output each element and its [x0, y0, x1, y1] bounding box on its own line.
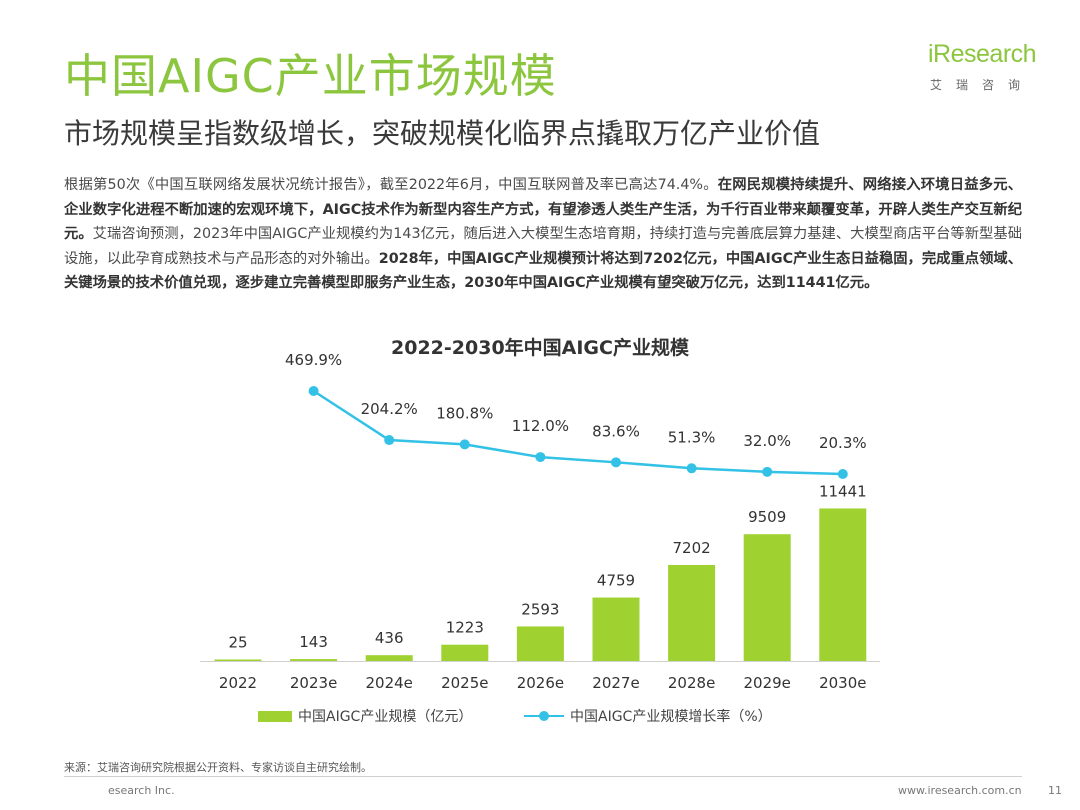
x-tick-2026e: 2026e — [517, 674, 564, 692]
page-number: 11 — [1048, 784, 1062, 797]
x-tick-2025e: 2025e — [441, 674, 488, 692]
x-tick-2023e: 2023e — [290, 674, 337, 692]
bar-2022 — [214, 659, 262, 661]
page-subtitle: 市场规模呈指数级增长，突破规模化临界点撬取万亿产业价值 — [64, 117, 821, 150]
bar-label-2025e: 1223 — [446, 619, 484, 637]
bar-label-2029e: 9509 — [748, 508, 786, 526]
bar-2027e — [592, 597, 640, 661]
bar-label-2026e: 2593 — [521, 600, 559, 618]
paragraph-part-4: 2028年，中国AIGC产业规模预计将达到7202亿元，中国AIGC产业生态日益… — [64, 250, 1022, 292]
bar-2023e — [290, 659, 338, 661]
growth-point-2029e — [762, 466, 773, 477]
logo-wordmark: iResearch — [928, 40, 1037, 68]
x-tick-2030e: 2030e — [819, 674, 866, 692]
bar-label-2023e: 143 — [299, 633, 328, 651]
paragraph-part-1: 根据第50次《中国互联网络发展状况统计报告》，截至2022年6月，中国互联网普及… — [64, 177, 718, 193]
bar-label-2030e: 11441 — [819, 482, 867, 500]
growth-point-2026e — [535, 452, 546, 463]
bar-label-2028e: 7202 — [673, 539, 711, 557]
legend-line-label: 中国AIGC产业规模增长率（%） — [570, 709, 772, 725]
legend-line: 中国AIGC产业规模增长率（%） — [524, 706, 772, 726]
bar-label-2024e: 436 — [375, 629, 404, 647]
x-tick-2029e: 2029e — [743, 674, 790, 692]
legend-bar-label: 中国AIGC产业规模（亿元） — [298, 709, 473, 725]
bar-label-2022: 25 — [228, 634, 247, 652]
growth-label-2026e: 112.0% — [512, 417, 569, 435]
legend-bar-swatch — [258, 710, 292, 722]
growth-label-2023e: 469.9% — [285, 351, 342, 369]
footer-url[interactable]: www.iresearch.com.cn — [898, 784, 1022, 797]
bar-2028e — [668, 564, 716, 661]
bar-2030e — [819, 508, 867, 661]
growth-point-2023e — [308, 386, 319, 396]
growth-label-2029e: 32.0% — [743, 432, 791, 450]
growth-label-2025e: 180.8% — [436, 404, 493, 422]
source-note: 来源：艾瑞咨询研究院根据公开资料、专家访谈自主研究绘制。 — [64, 761, 372, 774]
bar-2024e — [365, 655, 413, 661]
bar-2026e — [516, 626, 564, 661]
x-tick-2024e: 2024e — [365, 674, 412, 692]
footer-copyright: esearch Inc. — [108, 784, 175, 797]
x-tick-2022: 2022 — [219, 674, 257, 692]
iresearch-logo: iResearch 艾瑞咨询 — [928, 38, 1050, 96]
chart-title: 2022-2030年中国AIGC产业规模 — [391, 337, 689, 359]
growth-point-2028e — [686, 463, 697, 474]
legend-line-swatch — [524, 710, 564, 722]
growth-label-2024e: 204.2% — [361, 400, 418, 418]
bar-2025e — [441, 644, 489, 661]
page-title: 中国AIGC产业市场规模 — [64, 49, 557, 103]
bar-2029e — [743, 534, 791, 661]
growth-point-2027e — [611, 457, 621, 468]
growth-point-2024e — [384, 435, 395, 446]
growth-point-2030e — [837, 469, 848, 479]
chart-legend: 中国AIGC产业规模（亿元） 中国AIGC产业规模增长率（%） — [0, 706, 1080, 730]
legend-bar: 中国AIGC产业规模（亿元） — [258, 706, 472, 726]
growth-label-2030e: 20.3% — [819, 434, 867, 452]
paragraph-part-2: 在网民规模持续提升、网络接入环境日益多元、企业数字化进程不断加速的宏观环境下，A… — [64, 177, 1022, 243]
logo-subtitle: 艾瑞咨询 — [930, 78, 1035, 92]
growth-rate-line — [312, 389, 843, 476]
growth-point-2025e — [459, 439, 470, 450]
intro-paragraph: 根据第50次《中国互联网络发展状况统计报告》，截至2022年6月，中国互联网普及… — [64, 173, 1022, 296]
x-tick-2028e: 2028e — [668, 674, 715, 692]
footer-divider — [64, 776, 1022, 777]
growth-label-2028e: 51.3% — [668, 428, 716, 446]
growth-label-2027e: 83.6% — [592, 422, 640, 440]
logo-badge-icon — [930, 38, 1048, 72]
bar-label-2027e: 4759 — [597, 572, 635, 590]
x-tick-2027e: 2027e — [592, 674, 639, 692]
paragraph-part-3: 艾瑞咨询预测，2023年中国AIGC产业规模约为143亿元，随后进入大模型生态培… — [64, 226, 1022, 267]
